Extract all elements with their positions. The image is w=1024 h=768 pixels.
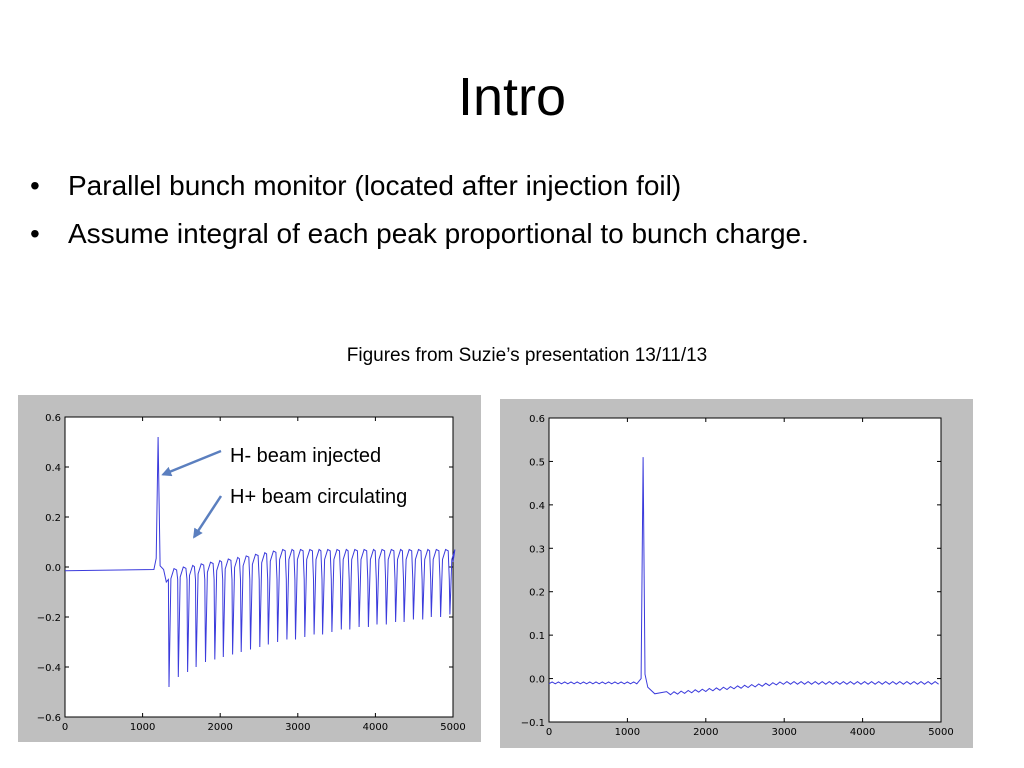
right-y-tick-label: 0.5 — [529, 457, 545, 468]
annotation-circulating-label: H+ beam circulating — [230, 486, 407, 508]
annotation-injected-label: H- beam injected — [230, 445, 381, 467]
left-y-tick-label: −0.6 — [37, 713, 61, 724]
left-y-tick-label: −0.2 — [37, 613, 61, 624]
left-series-line — [64, 436, 456, 688]
figure-caption: Figures from Suzie’s presentation 13/11/… — [346, 345, 708, 366]
right-x-tick-label: 4000 — [850, 727, 875, 738]
right-series-line — [548, 457, 939, 696]
right-y-tick-label: 0.0 — [529, 675, 545, 686]
bullet-text: Parallel bunch monitor (located after in… — [68, 170, 682, 201]
right-x-tick-label: 2000 — [693, 727, 718, 738]
bullet-dot-icon: • — [30, 170, 40, 201]
annotation-arrow-injected — [161, 449, 222, 477]
right-y-tick-label: 0.4 — [529, 501, 545, 512]
right-x-tick-label: 5000 — [928, 727, 953, 738]
right-y-tick-label: 0.1 — [529, 631, 545, 642]
left-x-tick-label: 3000 — [285, 722, 310, 733]
bullet-list: • Parallel bunch monitor (located after … — [30, 166, 809, 262]
right-y-tick-label: 0.2 — [529, 588, 545, 599]
left-x-tick-label: 5000 — [440, 722, 465, 733]
left-y-tick-label: 0.2 — [45, 513, 61, 524]
left-x-tick-label: 2000 — [207, 722, 232, 733]
bullet-text: Assume integral of each peak proportiona… — [68, 218, 809, 249]
right-plot-area — [548, 417, 942, 723]
right-y-tick-label: −0.1 — [521, 718, 545, 729]
annotation-arrow-circulating — [193, 495, 223, 539]
left-y-tick-label: 0.0 — [45, 563, 61, 574]
right-y-tick-label: 0.6 — [529, 414, 545, 425]
left-y-tick-label: −0.4 — [37, 663, 61, 674]
slide-title: Intro — [457, 67, 567, 127]
left-x-tick-label: 4000 — [363, 722, 388, 733]
bullet-item: • Assume integral of each peak proportio… — [30, 214, 809, 254]
chart-panel-right: 0 1000 2000 3000 4000 5000 −0.1 0.0 0.1 0.2 0.3 0.4… — [500, 399, 973, 748]
chart-panel-left: 0 1000 2000 3000 4000 5000 −0.6 −0.4 −0.2 0.0 0.2 0… — [18, 395, 481, 742]
left-y-tick-label: 0.6 — [45, 413, 61, 424]
right-x-tick-label: 0 — [546, 727, 552, 738]
right-x-tick-label: 1000 — [615, 727, 640, 738]
right-y-tick-label: 0.3 — [529, 544, 545, 555]
right-x-tick-label: 3000 — [771, 727, 796, 738]
bullet-item: • Parallel bunch monitor (located after … — [30, 166, 809, 206]
bullet-dot-icon: • — [30, 218, 40, 249]
left-x-tick-label: 1000 — [130, 722, 155, 733]
left-y-tick-label: 0.4 — [45, 463, 61, 474]
left-x-tick-label: 0 — [62, 722, 68, 733]
chart-left: 0 1000 2000 3000 4000 5000 −0.6 −0.4 −0.2 0.0 0.2 0… — [37, 413, 466, 733]
chart-right: 0 1000 2000 3000 4000 5000 −0.1 0.0 0.1 0.2 0.3 0.4… — [521, 414, 954, 738]
